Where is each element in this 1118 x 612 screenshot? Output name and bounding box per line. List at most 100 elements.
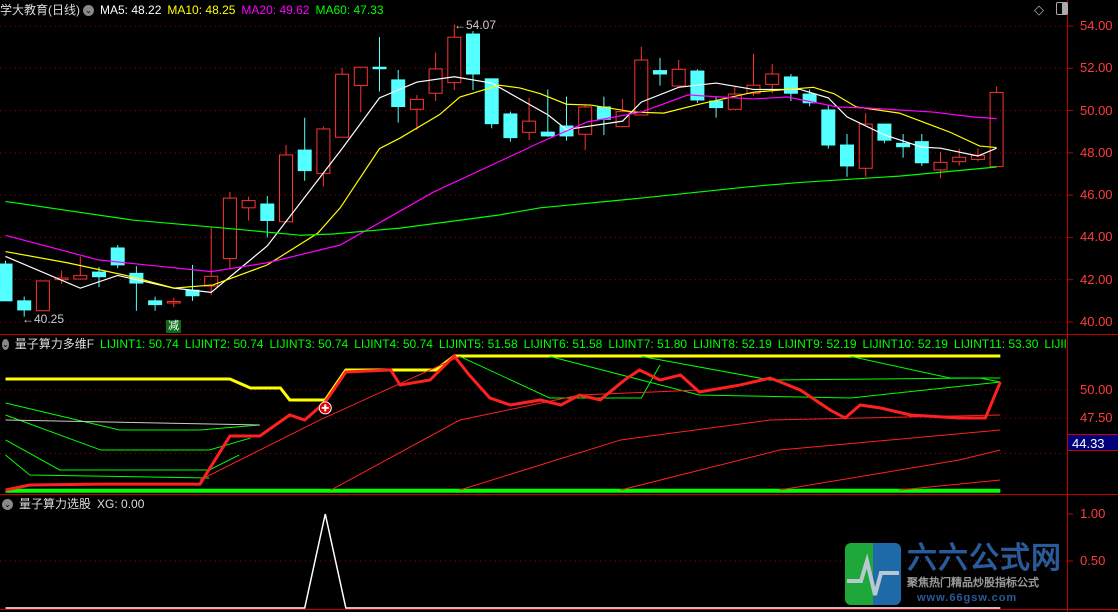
candle[interactable] [353, 66, 368, 113]
candle[interactable] [952, 148, 967, 166]
candle-body [952, 156, 967, 163]
ma10-line [5, 84, 997, 289]
candle[interactable] [335, 67, 350, 138]
lijint-line [5, 414, 251, 451]
candle-body [148, 300, 163, 306]
indicator-panel-lijint[interactable] [5, 353, 1002, 493]
candle[interactable] [166, 297, 181, 308]
candle[interactable] [466, 31, 480, 91]
logo-name: 六六公式网 [907, 542, 1062, 575]
candle[interactable] [989, 86, 1004, 168]
candle[interactable] [297, 117, 312, 181]
candle[interactable] [241, 196, 256, 221]
candle-body [634, 59, 649, 116]
candle-body [615, 111, 630, 128]
candle-body [933, 161, 948, 171]
candle-body [858, 123, 873, 169]
candle[interactable] [671, 60, 686, 87]
candle[interactable] [914, 134, 929, 166]
candle-body [17, 300, 32, 311]
low-price-value: 40.25 [34, 312, 65, 326]
chevron-down-icon[interactable]: ⌄ [2, 498, 13, 510]
candle[interactable] [596, 96, 611, 136]
xg-title: 量子算力选股 [19, 497, 92, 511]
price-panel-header: 学大教育(日线) ⌄ MA5: 48.22 MA10: 48.25 MA20: … [0, 2, 390, 18]
candle-body [391, 79, 406, 108]
lijint-label: LIJINT10: 52.19 [862, 337, 948, 351]
candle[interactable] [35, 280, 50, 312]
candle-body [596, 106, 611, 120]
candle-body [821, 109, 836, 146]
candle[interactable] [840, 134, 854, 177]
candle[interactable] [447, 24, 462, 91]
candle[interactable] [372, 36, 387, 92]
diamond-icon[interactable]: ◇ [1034, 2, 1044, 17]
candle[interactable] [279, 145, 293, 223]
candle[interactable] [391, 69, 406, 123]
candle[interactable] [409, 95, 424, 131]
candle-body [765, 73, 780, 85]
buy-signal-icon [318, 401, 332, 415]
stock-title: 学大教育(日线) [0, 3, 80, 17]
xg-value: XG: 0.00 [97, 497, 145, 511]
ma10-value: MA10: 48.25 [167, 3, 236, 17]
candle-body [73, 275, 88, 280]
lijint-line [5, 439, 240, 471]
candle-body [447, 36, 462, 84]
candle[interactable] [148, 296, 163, 311]
candle-body [353, 66, 368, 87]
lijint-line [5, 402, 260, 431]
candle[interactable] [129, 266, 144, 311]
xg-line [5, 513, 1001, 609]
indicator-panel-xg[interactable] [5, 513, 1001, 609]
axis-label: 1.00 [1080, 506, 1106, 521]
lijint-label: LIJINT3: 50.74 [269, 337, 349, 351]
indicator-panel-header: ⌄ 量子算力多维F LIJINT1: 50.74 LIJINT2: 50.74 LI… [0, 336, 1066, 352]
lijint-label: LIJINT1: 50.74 [100, 337, 179, 351]
price-tick-label: 54.00 [1080, 18, 1113, 33]
candle[interactable] [503, 111, 518, 142]
candle[interactable] [73, 256, 88, 280]
panel-toggle-icon[interactable] [1055, 2, 1068, 15]
candle[interactable] [484, 78, 499, 129]
ma60-line [5, 166, 997, 236]
candle[interactable] [877, 123, 892, 144]
candle[interactable] [17, 296, 32, 317]
candle[interactable] [821, 105, 836, 149]
lijint-line [779, 449, 1001, 491]
candle[interactable] [260, 195, 275, 238]
candle-body [914, 141, 929, 164]
candle-body [204, 275, 219, 287]
candle[interactable] [634, 46, 649, 116]
lijint-label: LIJINT9: 52.19 [777, 337, 857, 351]
candle-body [503, 113, 518, 139]
high-price-value: 54.07 [466, 18, 497, 32]
candle[interactable] [222, 191, 237, 270]
candle[interactable] [653, 57, 667, 86]
candle[interactable] [858, 113, 873, 177]
lijint-line [5, 353, 1002, 492]
price-tick-label: 48.00 [1080, 144, 1113, 160]
candle[interactable] [933, 151, 948, 179]
candle[interactable] [765, 64, 780, 94]
candle[interactable] [428, 52, 443, 102]
candle[interactable] [0, 260, 13, 302]
candle-body [92, 271, 106, 278]
high-price-label: ←54.07 [454, 18, 497, 32]
candle[interactable] [316, 126, 331, 187]
price-panel[interactable] [0, 24, 1004, 317]
candle[interactable] [522, 97, 537, 141]
candle[interactable] [110, 245, 125, 269]
candle[interactable] [896, 134, 911, 158]
candle[interactable] [727, 86, 742, 110]
lijint-label: LIJINT2: 50.74 [184, 337, 264, 351]
lijint-line [459, 414, 1001, 491]
candle[interactable] [204, 226, 219, 296]
candle[interactable] [559, 96, 574, 141]
lijint-line [5, 419, 260, 426]
candle-body [241, 200, 256, 209]
chevron-down-icon[interactable]: ⌄ [83, 4, 94, 16]
chevron-down-icon[interactable]: ⌄ [2, 338, 9, 350]
candle[interactable] [615, 98, 630, 128]
